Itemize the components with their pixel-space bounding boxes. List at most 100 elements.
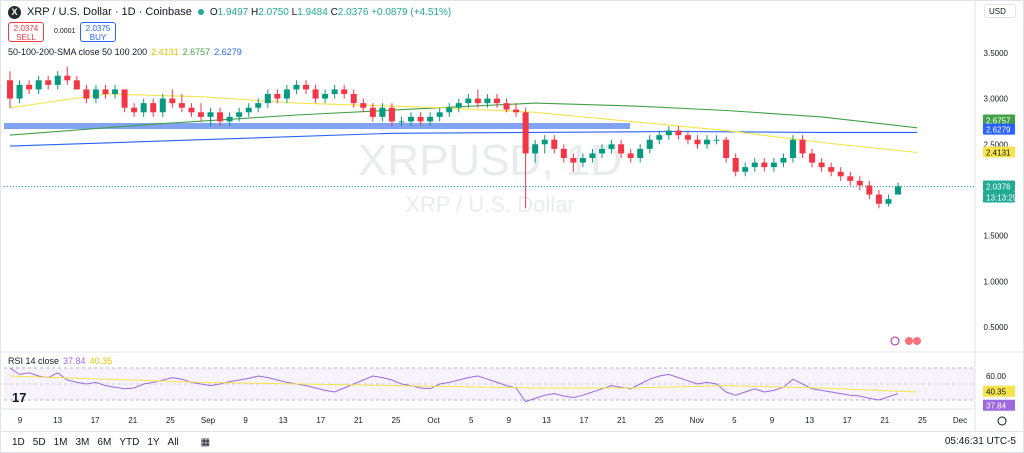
candle[interactable] bbox=[73, 80, 80, 90]
utc-clock[interactable]: 05:46:31 UTC-5 bbox=[944, 436, 1016, 447]
candle[interactable] bbox=[837, 171, 844, 177]
candle[interactable] bbox=[560, 148, 567, 158]
candle[interactable] bbox=[828, 167, 835, 172]
currency-selector[interactable]: USD bbox=[984, 4, 1016, 18]
timeframe-3m[interactable]: 3M bbox=[75, 437, 90, 448]
timeframe-1y[interactable]: 1Y bbox=[147, 437, 160, 448]
candle[interactable] bbox=[159, 98, 166, 113]
symbol-title[interactable]: XRP / U.S. Dollar · 1D · Coinbase bbox=[27, 6, 192, 18]
candle[interactable] bbox=[513, 109, 520, 113]
candle[interactable] bbox=[465, 98, 472, 104]
candle[interactable] bbox=[427, 116, 434, 122]
candle[interactable] bbox=[751, 162, 758, 168]
timeframe-ytd[interactable]: YTD bbox=[119, 437, 140, 448]
candle[interactable] bbox=[789, 139, 796, 158]
candle[interactable] bbox=[341, 89, 348, 94]
candle[interactable] bbox=[436, 112, 443, 117]
candle[interactable] bbox=[856, 180, 863, 186]
candle[interactable] bbox=[312, 89, 319, 99]
candle[interactable] bbox=[637, 148, 644, 158]
candle[interactable] bbox=[455, 103, 462, 108]
candle[interactable] bbox=[197, 112, 204, 117]
timeframe-all[interactable]: All bbox=[167, 437, 179, 448]
candle[interactable] bbox=[207, 112, 214, 117]
candle[interactable] bbox=[474, 98, 481, 104]
candle[interactable] bbox=[770, 162, 777, 168]
candle[interactable] bbox=[293, 84, 300, 90]
candle[interactable] bbox=[26, 84, 33, 90]
candle[interactable] bbox=[446, 107, 453, 113]
candle[interactable] bbox=[283, 89, 290, 99]
candle[interactable] bbox=[579, 158, 586, 163]
candle[interactable] bbox=[274, 94, 281, 99]
candle[interactable] bbox=[408, 116, 415, 122]
candle[interactable] bbox=[656, 135, 663, 140]
settings-gear-icon[interactable] bbox=[997, 416, 1007, 426]
candle[interactable] bbox=[618, 144, 625, 154]
candle[interactable] bbox=[799, 139, 806, 154]
candle[interactable] bbox=[7, 80, 13, 99]
candle[interactable] bbox=[732, 158, 739, 172]
calendar-icon[interactable]: ▦ bbox=[200, 437, 211, 448]
candle[interactable] bbox=[322, 94, 329, 99]
candle[interactable] bbox=[570, 158, 577, 163]
candle[interactable] bbox=[236, 112, 243, 117]
rsi-legend[interactable]: RSI 14 close 37.84 40.35 bbox=[8, 356, 113, 366]
candle[interactable] bbox=[503, 103, 510, 110]
price-chart[interactable]: XRPUSD, 1D XRP / U.S. Dollar 3.5000 3.0000 2… bbox=[0, 0, 1024, 431]
candle[interactable] bbox=[226, 116, 233, 122]
candle[interactable] bbox=[188, 107, 195, 113]
candle[interactable] bbox=[665, 130, 672, 136]
candle[interactable] bbox=[866, 185, 873, 195]
candle[interactable] bbox=[140, 103, 147, 113]
candle[interactable] bbox=[178, 103, 185, 108]
candle[interactable] bbox=[780, 158, 787, 163]
sma-legend[interactable]: 50-100-200-SMA close 50 100 200 2.4131 2… bbox=[8, 47, 242, 57]
candle[interactable] bbox=[493, 98, 500, 104]
candle[interactable] bbox=[150, 103, 157, 113]
candle[interactable] bbox=[522, 112, 529, 154]
candle[interactable] bbox=[35, 80, 42, 90]
candle[interactable] bbox=[551, 139, 558, 149]
candle[interactable] bbox=[388, 107, 395, 122]
candle[interactable] bbox=[379, 107, 386, 117]
timeframe-1m[interactable]: 1M bbox=[53, 437, 68, 448]
candle[interactable] bbox=[608, 144, 615, 149]
candle[interactable] bbox=[875, 194, 882, 204]
candle[interactable] bbox=[723, 139, 730, 158]
candle[interactable] bbox=[245, 107, 252, 113]
candle[interactable] bbox=[627, 153, 634, 158]
candle[interactable] bbox=[704, 139, 711, 145]
candle[interactable] bbox=[45, 80, 52, 85]
candle[interactable] bbox=[303, 84, 309, 90]
candle[interactable] bbox=[684, 135, 691, 140]
candle[interactable] bbox=[350, 94, 357, 104]
candle[interactable] bbox=[83, 89, 90, 99]
timeframe-1d[interactable]: 1D bbox=[12, 437, 25, 448]
timeframe-6m[interactable]: 6M bbox=[97, 437, 112, 448]
candle[interactable] bbox=[264, 94, 271, 104]
candle[interactable] bbox=[131, 107, 138, 113]
candle[interactable] bbox=[121, 89, 128, 108]
candle[interactable] bbox=[92, 89, 99, 99]
candle[interactable] bbox=[541, 139, 548, 145]
candle[interactable] bbox=[694, 139, 701, 145]
candle[interactable] bbox=[369, 107, 376, 117]
candle[interactable] bbox=[675, 130, 682, 136]
candle[interactable] bbox=[217, 112, 224, 122]
candle[interactable] bbox=[532, 144, 539, 154]
candle[interactable] bbox=[885, 199, 892, 204]
candle[interactable] bbox=[417, 116, 424, 122]
buy-button[interactable]: 2.0375 BUY bbox=[80, 22, 116, 42]
candle[interactable] bbox=[809, 153, 816, 163]
candle[interactable] bbox=[16, 84, 23, 99]
candle[interactable] bbox=[484, 98, 491, 104]
candle[interactable] bbox=[64, 75, 71, 81]
candle[interactable] bbox=[847, 176, 854, 181]
candle[interactable] bbox=[169, 98, 176, 104]
candle[interactable] bbox=[742, 167, 749, 172]
candle[interactable] bbox=[895, 186, 901, 195]
candle[interactable] bbox=[398, 121, 405, 123]
us-flag-icon[interactable] bbox=[913, 337, 921, 345]
candle[interactable] bbox=[713, 139, 720, 141]
